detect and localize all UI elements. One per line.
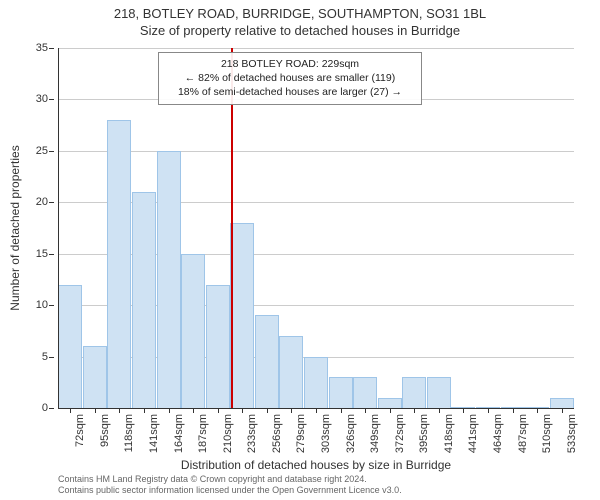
x-tick-mark	[193, 408, 194, 413]
y-tick-label: 15	[36, 248, 48, 260]
annotation-line: 218 BOTLEY ROAD: 229sqm	[165, 57, 415, 71]
x-tick-label: 487sqm	[517, 414, 529, 453]
bar	[107, 120, 131, 408]
x-tick-mark	[439, 408, 440, 413]
x-tick-label: 279sqm	[295, 414, 307, 453]
x-tick-mark	[365, 408, 366, 413]
y-tick-mark	[49, 254, 54, 255]
x-tick-label: 141sqm	[148, 414, 160, 453]
x-tick-mark	[169, 408, 170, 413]
x-tick-label: 441sqm	[467, 414, 479, 453]
x-tick-label: 418sqm	[443, 414, 455, 453]
x-axis-title: Distribution of detached houses by size …	[58, 458, 574, 472]
y-tick-mark	[49, 151, 54, 152]
bar	[132, 192, 156, 408]
x-tick-label: 233sqm	[246, 414, 258, 453]
x-tick-mark	[513, 408, 514, 413]
title-block: 218, BOTLEY ROAD, BURRIDGE, SOUTHAMPTON,…	[0, 6, 600, 38]
bar	[83, 346, 107, 408]
annotation-line: 18% of semi-detached houses are larger (…	[165, 85, 415, 99]
bar	[353, 377, 377, 408]
x-tick-mark	[562, 408, 563, 413]
x-tick-label: 533sqm	[566, 414, 578, 453]
annotation-box: 218 BOTLEY ROAD: 229sqm← 82% of detached…	[158, 52, 422, 105]
y-tick-label: 25	[36, 145, 48, 157]
bar	[402, 377, 426, 408]
footer: Contains HM Land Registry data © Crown c…	[58, 474, 402, 497]
x-tick-mark	[70, 408, 71, 413]
y-tick-mark	[49, 48, 54, 49]
x-tick-label: 349sqm	[369, 414, 381, 453]
x-tick-mark	[95, 408, 96, 413]
x-tick-label: 464sqm	[492, 414, 504, 453]
y-tick-mark	[49, 357, 54, 358]
y-tick-mark	[49, 305, 54, 306]
x-tick-label: 164sqm	[173, 414, 185, 453]
x-tick-label: 210sqm	[222, 414, 234, 453]
x-tick-mark	[144, 408, 145, 413]
x-tick-label: 372sqm	[394, 414, 406, 453]
plot-area: 218 BOTLEY ROAD: 229sqm← 82% of detached…	[58, 48, 574, 408]
axis-line-left	[58, 48, 59, 408]
x-tick-mark	[463, 408, 464, 413]
y-tick-label: 30	[36, 93, 48, 105]
bar	[550, 398, 574, 408]
x-tick-mark	[341, 408, 342, 413]
bar	[157, 151, 181, 408]
x-tick-mark	[488, 408, 489, 413]
y-tick-label: 5	[42, 351, 48, 363]
x-axis: Distribution of detached houses by size …	[58, 408, 574, 468]
x-tick-mark	[316, 408, 317, 413]
title-line2: Size of property relative to detached ho…	[0, 23, 600, 38]
y-tick-label: 0	[42, 402, 48, 414]
x-tick-mark	[119, 408, 120, 413]
footer-line1: Contains HM Land Registry data © Crown c…	[58, 474, 402, 485]
x-tick-label: 72sqm	[74, 414, 86, 447]
x-tick-label: 118sqm	[123, 414, 135, 452]
x-tick-label: 95sqm	[99, 414, 111, 447]
bar	[304, 357, 328, 408]
footer-line2: Contains public sector information licen…	[58, 485, 402, 496]
annotation-line: ← 82% of detached houses are smaller (11…	[165, 71, 415, 85]
y-tick-label: 10	[36, 299, 48, 311]
x-tick-mark	[414, 408, 415, 413]
x-tick-mark	[390, 408, 391, 413]
y-tick-label: 20	[36, 196, 48, 208]
x-tick-label: 303sqm	[320, 414, 332, 453]
bar	[230, 223, 254, 408]
y-tick-mark	[49, 408, 54, 409]
x-tick-mark	[291, 408, 292, 413]
x-tick-label: 187sqm	[197, 414, 209, 453]
y-tick-mark	[49, 99, 54, 100]
bar	[181, 254, 205, 408]
bar	[206, 285, 230, 408]
x-tick-label: 395sqm	[418, 414, 430, 453]
x-tick-mark	[242, 408, 243, 413]
x-tick-mark	[537, 408, 538, 413]
bar	[279, 336, 303, 408]
bar	[255, 315, 279, 408]
x-tick-label: 256sqm	[271, 414, 283, 453]
x-tick-mark	[267, 408, 268, 413]
bar	[427, 377, 451, 408]
y-axis: 05101520253035	[0, 48, 58, 408]
x-tick-mark	[218, 408, 219, 413]
bar	[329, 377, 353, 408]
bar	[58, 285, 82, 408]
bar	[378, 398, 402, 408]
title-line1: 218, BOTLEY ROAD, BURRIDGE, SOUTHAMPTON,…	[0, 6, 600, 21]
y-tick-label: 35	[36, 42, 48, 54]
x-tick-label: 510sqm	[541, 414, 553, 453]
y-tick-mark	[49, 202, 54, 203]
x-tick-label: 326sqm	[345, 414, 357, 453]
chart-container: 218, BOTLEY ROAD, BURRIDGE, SOUTHAMPTON,…	[0, 0, 600, 500]
